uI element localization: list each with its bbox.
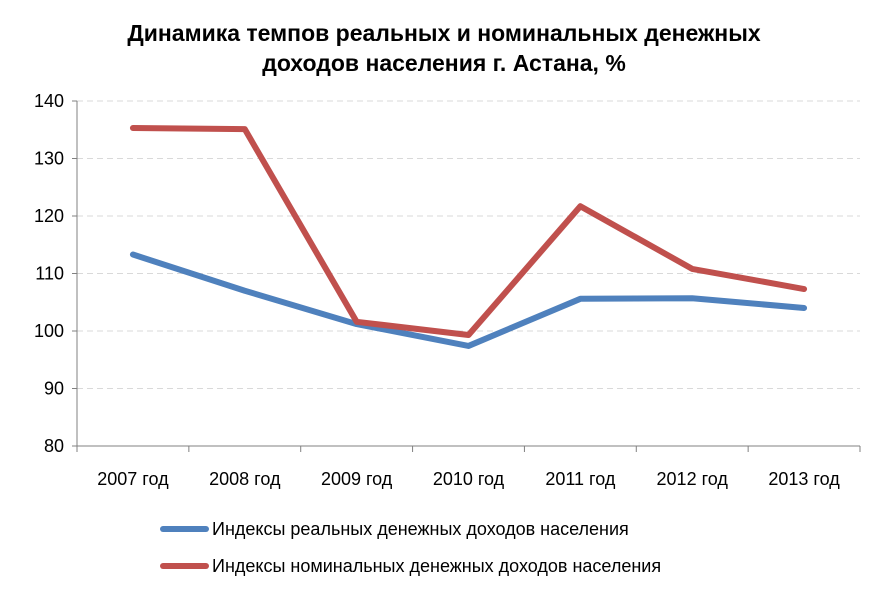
x-tick-label: 2009 год bbox=[321, 469, 393, 489]
x-tick-label: 2013 год bbox=[768, 469, 840, 489]
y-tick-label: 110 bbox=[35, 264, 64, 284]
chart-title-line-1: Динамика темпов реальных и номинальных д… bbox=[127, 20, 761, 46]
legend-label: Индексы номинальных денежных доходов нас… bbox=[212, 556, 661, 576]
chart-title-line-2: доходов населения г. Астана, % bbox=[262, 50, 626, 76]
y-tick-label: 80 bbox=[44, 436, 64, 456]
series-line-2 bbox=[129, 125, 808, 339]
x-tick-label: 2007 год bbox=[97, 469, 169, 489]
y-tick-label: 120 bbox=[34, 206, 64, 226]
x-tick-label: 2008 год bbox=[209, 469, 281, 489]
y-tick-label: 90 bbox=[44, 379, 64, 399]
x-tick-label: 2010 год bbox=[433, 469, 505, 489]
x-tick-label: 2012 год bbox=[657, 469, 729, 489]
legend-label: Индексы реальных денежных доходов населе… bbox=[212, 519, 629, 539]
chart-title: Динамика темпов реальных и номинальных д… bbox=[0, 18, 888, 78]
x-tick-label: 2011 год bbox=[545, 469, 615, 489]
y-tick-label: 100 bbox=[34, 321, 64, 341]
y-tick-label: 140 bbox=[34, 91, 64, 111]
y-tick-label: 130 bbox=[34, 149, 64, 169]
series-line-1 bbox=[129, 251, 808, 349]
